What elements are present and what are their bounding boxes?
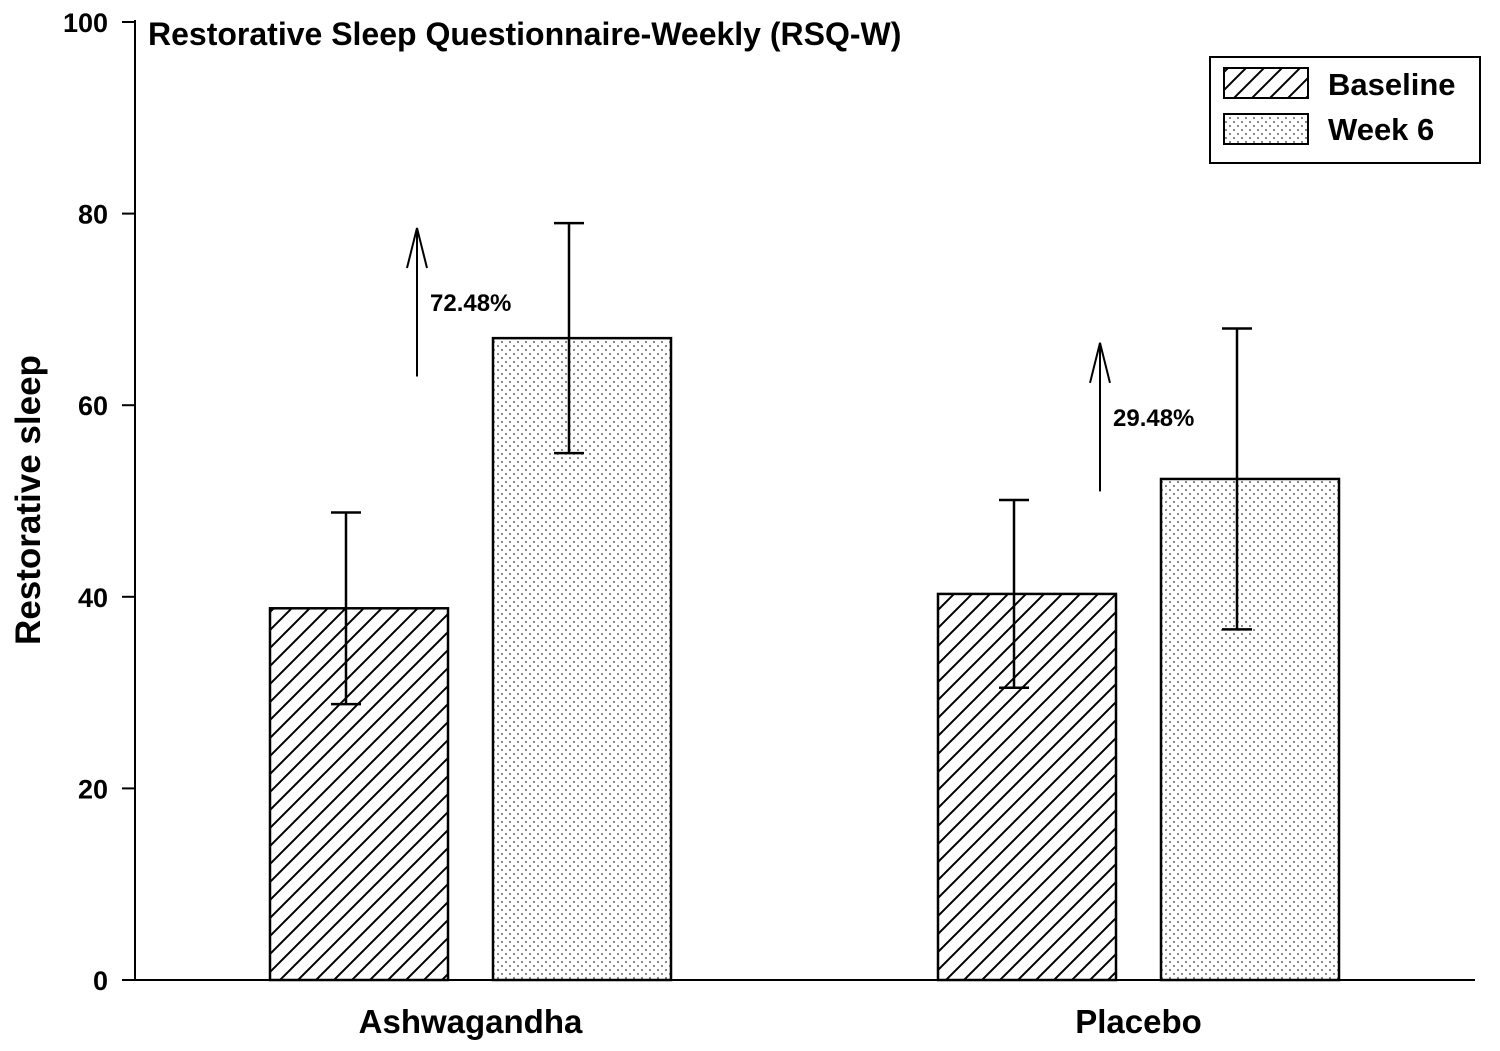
change-arrow (406, 227, 428, 377)
bar-week6-ashwagandha (491, 336, 673, 982)
legend-label-baseline: Baseline (1328, 67, 1456, 102)
bar-baseline-placebo (936, 592, 1118, 982)
chart-title: Restorative Sleep Questionnaire-Weekly (… (148, 16, 901, 52)
y-ticks: 0 20 40 60 80 100 (63, 8, 135, 996)
legend: Baseline Week 6 (1209, 56, 1481, 164)
y-tick-label: 0 (93, 966, 108, 996)
error-bar (1222, 327, 1252, 631)
y-tick-label: 60 (78, 391, 108, 421)
category-labels: Ashwagandha Placebo (359, 1003, 1202, 1040)
legend-label-week6: Week 6 (1328, 112, 1434, 147)
y-tick-label: 20 (78, 774, 108, 804)
x-category-label: Placebo (1075, 1003, 1202, 1040)
bar-week6-placebo (1159, 477, 1341, 982)
change-arrow (1089, 342, 1111, 492)
legend-swatch-week6 (1223, 113, 1309, 145)
change-percent-label: 29.48% (1113, 405, 1194, 432)
bars (268, 336, 1341, 982)
x-category-label: Ashwagandha (359, 1003, 583, 1040)
bar-baseline-ashwagandha (268, 607, 450, 982)
y-tick-label: 80 (78, 200, 108, 230)
legend-swatch-baseline (1223, 67, 1309, 99)
error-bar (999, 498, 1029, 690)
annotations: 72.48% 29.48% (406, 227, 1194, 492)
y-axis-label: Restorative sleep (9, 355, 48, 645)
error-bar (554, 221, 584, 455)
y-tick-label: 40 (78, 583, 108, 613)
error-bar (331, 511, 361, 706)
change-percent-label: 72.48% (430, 290, 511, 317)
error-bars (331, 221, 1252, 706)
y-tick-label: 100 (63, 8, 108, 38)
